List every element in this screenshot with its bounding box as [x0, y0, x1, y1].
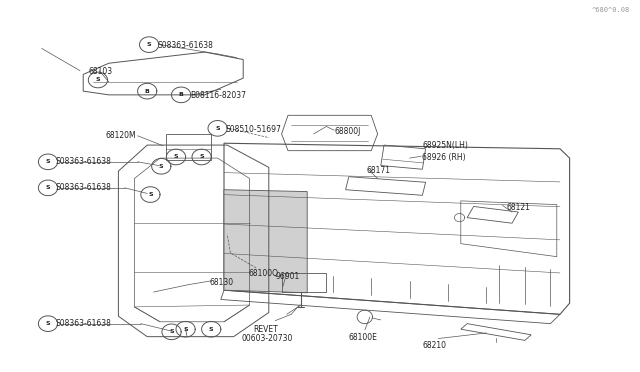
Text: S: S: [215, 126, 220, 131]
Text: B: B: [179, 92, 184, 97]
Text: S: S: [45, 185, 51, 190]
Text: S08510-51697: S08510-51697: [225, 125, 281, 134]
Text: B: B: [145, 89, 150, 94]
Text: S: S: [148, 192, 153, 197]
Text: 68926 (RH): 68926 (RH): [422, 153, 466, 162]
Text: S: S: [159, 164, 164, 169]
Text: S08363-61638: S08363-61638: [157, 41, 213, 50]
Text: 68121: 68121: [507, 203, 531, 212]
Text: 68130: 68130: [210, 278, 234, 287]
Text: S: S: [173, 154, 179, 160]
Text: 96901: 96901: [275, 272, 300, 280]
Text: 68103: 68103: [88, 67, 113, 76]
Text: S: S: [45, 321, 51, 326]
Text: S: S: [209, 327, 214, 332]
Text: 68100E: 68100E: [349, 333, 378, 342]
Text: S08363-61638: S08363-61638: [56, 183, 111, 192]
Text: S: S: [45, 159, 51, 164]
Text: 00603-20730: 00603-20730: [242, 334, 293, 343]
Text: REVET: REVET: [253, 325, 278, 334]
Text: S: S: [95, 77, 100, 83]
Text: 68171: 68171: [366, 166, 390, 175]
Text: ^680^0.08: ^680^0.08: [592, 7, 630, 13]
Polygon shape: [224, 190, 307, 293]
Text: S: S: [169, 329, 174, 334]
Text: 68800J: 68800J: [334, 127, 360, 136]
Text: S: S: [199, 154, 204, 160]
Text: 68100Q: 68100Q: [248, 269, 278, 278]
Text: 68120M: 68120M: [106, 131, 136, 140]
Text: 68925N(LH): 68925N(LH): [422, 141, 468, 150]
Text: 68210: 68210: [422, 341, 447, 350]
Text: S: S: [147, 42, 152, 47]
Text: S08363-61638: S08363-61638: [56, 319, 111, 328]
Text: S08363-61638: S08363-61638: [56, 157, 111, 166]
Text: S: S: [183, 327, 188, 332]
Text: B08116-82037: B08116-82037: [190, 91, 246, 100]
